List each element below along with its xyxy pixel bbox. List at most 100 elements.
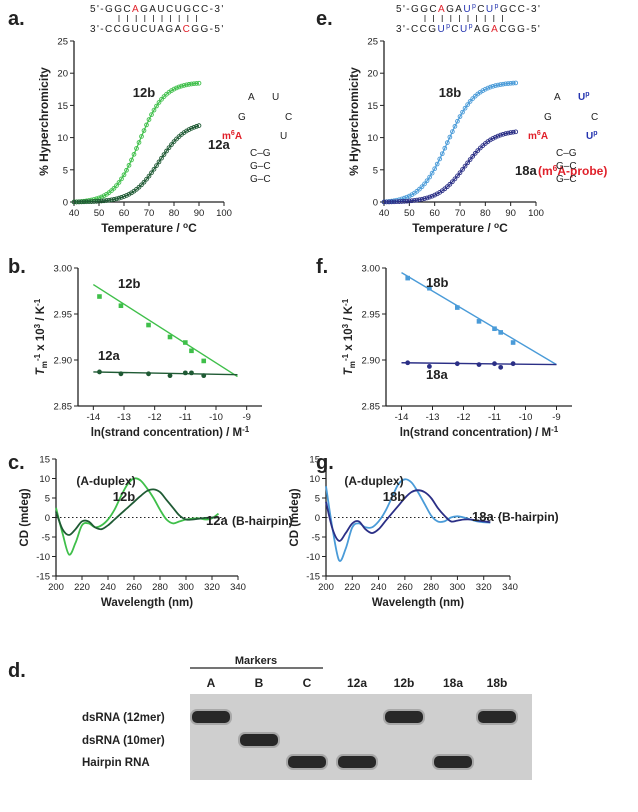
hairpin-base: G: [238, 112, 246, 123]
x-tick-label: 280: [423, 582, 439, 593]
y-tick-label: 5: [63, 165, 68, 176]
data-point-18a: [493, 134, 498, 140]
y-tick-label: -15: [36, 572, 50, 583]
data-point-18b: [470, 96, 476, 101]
data-point-12a: [121, 194, 127, 199]
data-point-12a: [89, 199, 94, 204]
gel-band-18a: [434, 756, 472, 768]
series-label-12b: 12b: [113, 489, 135, 504]
x-tick-label: -11: [179, 412, 192, 423]
data-point-18b: [447, 134, 453, 140]
data-point-18b: [437, 156, 443, 162]
data-point-12a: [124, 193, 129, 198]
hairpin-base: G: [544, 112, 552, 123]
x-tick-label: 340: [502, 582, 518, 593]
data-point-12b: [96, 195, 102, 201]
hairpin-base: C: [285, 112, 292, 123]
series-label-12a: 12a: [208, 137, 230, 152]
data-point-18a: [389, 199, 394, 205]
panel-label-d: d.: [8, 660, 26, 682]
data-point-18a: [467, 157, 473, 162]
hairpin-m6a: m6A: [528, 130, 548, 142]
x-tick-label: 220: [344, 582, 360, 593]
data-point-12a: [139, 182, 144, 188]
x-tick-label: -12: [148, 412, 162, 423]
probe-label: (m6A-probe): [538, 163, 607, 178]
data-point-18a: [422, 196, 427, 201]
series-label-18a: 18a: [515, 163, 537, 178]
data-point-12a: [84, 199, 89, 205]
data-point-18a: [475, 148, 481, 153]
panel-label-f: f.: [316, 256, 329, 278]
data-point-18a: [444, 184, 450, 190]
y-axis-label: CD (mdeg): [289, 488, 301, 546]
series-18b-line: [325, 478, 491, 562]
data-point-12b: [191, 81, 197, 87]
data-point-18b: [465, 102, 470, 107]
data-point-18a: [406, 198, 412, 204]
data-point-12b: [174, 85, 179, 91]
data-point-12b: [196, 80, 202, 86]
data-point-12b: [109, 188, 114, 193]
data-point-12a: [171, 139, 177, 144]
data-point-18b: [444, 140, 450, 146]
y-tick-label: 25: [57, 37, 68, 48]
x-tick-label: -9: [552, 412, 560, 423]
y-tick-label: 3.00: [54, 264, 73, 275]
x-tick-label: -14: [395, 412, 409, 423]
data-point-12a: [156, 159, 162, 165]
panel-label-a: a.: [8, 8, 25, 30]
data-point-18b: [490, 83, 496, 89]
data-point-12a: [76, 199, 82, 205]
data-point-18b: [439, 151, 445, 157]
data-point-18a: [510, 361, 516, 367]
data-point-12b: [144, 122, 149, 128]
x-tick-label: 60: [119, 208, 130, 219]
x-axis-label: Temperature / oC: [412, 220, 508, 235]
x-tick-label: 300: [178, 582, 194, 593]
chart-e: 40 50 60 70 80 90 100 0 5 10 15 20 25 Temperature / o…: [347, 37, 607, 236]
chart-a: 40 50 60 70 80 90 100 0 5 10 15 20 25 Temperature / o…: [37, 37, 232, 236]
series-label-12a: 12a: [98, 348, 120, 363]
hairpin-base: U: [272, 92, 279, 103]
data-point-18a: [396, 199, 402, 204]
y-tick-label: 2.90: [54, 356, 73, 367]
data-point-12b: [114, 183, 119, 188]
data-point-12b: [189, 348, 194, 354]
data-point-18b: [467, 99, 473, 104]
y-axis-label: % Hyperchromicity: [347, 67, 361, 176]
y-tick-label: 15: [57, 101, 68, 112]
data-point-18b: [427, 285, 432, 291]
data-point-12a: [194, 124, 199, 129]
data-point-12a: [96, 198, 102, 204]
data-point-12b: [176, 84, 182, 90]
data-point-18a: [381, 199, 387, 205]
data-point-18a: [498, 364, 504, 370]
data-point-12a: [189, 125, 194, 131]
gel-band-halo: [383, 709, 425, 725]
x-tick-label: 220: [74, 582, 90, 593]
data-point-12b: [161, 94, 167, 99]
y-tick-label: 10: [309, 474, 320, 485]
x-tick-label: 90: [194, 208, 205, 219]
gel-band-C: [288, 756, 326, 768]
chart-b: -14 -13 -12 -11 -10 -9 2.85 2.90 2.95 3.00 Tm-1 x …: [33, 264, 262, 439]
x-tick-label: 80: [480, 208, 491, 219]
chart-c: 200 220 240 260 280 300 320 340 -15 -10 -5 0 5 10 15 CD…: [19, 455, 293, 610]
data-point-12b: [118, 303, 124, 309]
data-point-12b: [149, 112, 154, 117]
x-tick-label: 240: [371, 582, 387, 593]
data-point-12a: [174, 136, 179, 142]
data-point-18a: [427, 194, 432, 200]
duplex-sequence-12b: 5'-GGCAGAUCUGCC-3' 3'-CCGUCUAGACGG-5': [90, 4, 223, 35]
data-point-12a: [196, 123, 202, 128]
x-tick-label: 240: [100, 582, 116, 593]
data-point-12a: [119, 195, 124, 200]
data-point-18a: [417, 197, 422, 203]
series-label-12b: 12b: [118, 276, 140, 291]
gel-row-label: Hairpin RNA: [82, 757, 150, 769]
gel-lane-label: C: [303, 676, 312, 690]
panel-label-g: g.: [316, 452, 334, 474]
data-point-18b: [455, 305, 460, 310]
sequence-top-strand: 5'-GGCAGAUpCUpGCC-3': [396, 3, 541, 15]
